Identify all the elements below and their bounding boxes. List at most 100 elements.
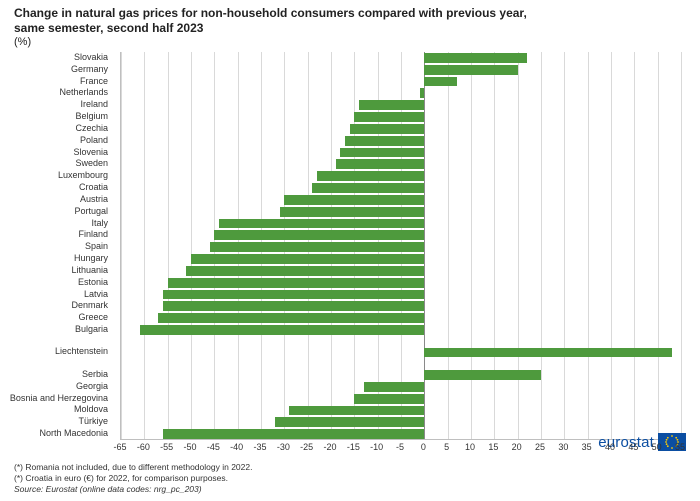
bar — [354, 112, 424, 122]
bar — [317, 171, 424, 181]
bar-row — [121, 277, 680, 289]
bar — [140, 325, 425, 335]
footnote-line: (*) Croatia in euro (€) for 2022, for co… — [14, 473, 252, 484]
y-tick-label: Hungary — [2, 254, 114, 263]
bar-row — [121, 289, 680, 301]
bar — [336, 159, 425, 169]
bar-row — [121, 87, 680, 99]
x-tick-label: -40 — [230, 442, 243, 452]
y-tick-label: Bulgaria — [2, 325, 114, 334]
bar-row — [121, 241, 680, 253]
bar — [191, 254, 424, 264]
y-tick-label: Slovakia — [2, 53, 114, 62]
bar-row — [121, 428, 680, 440]
bar-row — [121, 123, 680, 135]
x-tick-label: 30 — [558, 442, 568, 452]
bar-row — [121, 52, 680, 64]
x-tick-label: -30 — [277, 442, 290, 452]
bar-row — [121, 206, 680, 218]
bar — [424, 53, 527, 63]
x-tick-label: -35 — [253, 442, 266, 452]
y-tick-label: Sweden — [2, 159, 114, 168]
title-line-1: Change in natural gas prices for non-hou… — [14, 6, 527, 20]
y-tick-label: Spain — [2, 242, 114, 251]
bar-row — [121, 369, 680, 381]
plot-area — [120, 52, 680, 440]
bar — [210, 242, 425, 252]
y-tick-label: Belgium — [2, 112, 114, 121]
x-tick-label: 40 — [605, 442, 615, 452]
y-tick-label: Portugal — [2, 207, 114, 216]
bar — [158, 313, 424, 323]
bar-row — [121, 76, 680, 88]
bar — [168, 278, 425, 288]
y-tick-label: North Macedonia — [2, 429, 114, 438]
x-tick-label: 25 — [535, 442, 545, 452]
bar — [350, 124, 425, 134]
y-tick-label: Estonia — [2, 278, 114, 287]
bar-row — [121, 147, 680, 159]
bar-row — [121, 194, 680, 206]
x-tick-label: -65 — [113, 442, 126, 452]
bar-row — [121, 265, 680, 277]
bar — [163, 301, 424, 311]
bar-row — [121, 393, 680, 405]
bar — [420, 88, 425, 98]
bar — [219, 219, 424, 229]
y-tick-label: Slovenia — [2, 148, 114, 157]
x-tick-label: -55 — [160, 442, 173, 452]
y-tick-label: Ireland — [2, 100, 114, 109]
bar — [424, 348, 671, 358]
chart-subtitle: (%) — [14, 36, 31, 48]
bar — [280, 207, 425, 217]
y-tick-label: France — [2, 77, 114, 86]
title-line-2: same semester, second half 2023 — [14, 21, 203, 35]
x-tick-label: -10 — [370, 442, 383, 452]
bar — [289, 406, 424, 416]
x-tick-label: 0 — [421, 442, 426, 452]
bar-row — [121, 170, 680, 182]
y-tick-label: Liechtenstein — [2, 347, 114, 356]
bar — [345, 136, 424, 146]
bar-row — [121, 253, 680, 265]
bar-row — [121, 64, 680, 76]
bar — [275, 417, 424, 427]
bar — [163, 429, 424, 439]
x-tick-label: -50 — [183, 442, 196, 452]
bar — [163, 290, 424, 300]
bar-row — [121, 405, 680, 417]
bar-row — [121, 135, 680, 147]
chart-title: Change in natural gas prices for non-hou… — [14, 6, 527, 36]
bar — [354, 394, 424, 404]
bar — [284, 195, 424, 205]
bar — [364, 382, 425, 392]
bar-row — [121, 229, 680, 241]
gridline — [681, 52, 682, 439]
bar — [340, 148, 424, 158]
x-tick-label: 45 — [628, 442, 638, 452]
bar-row — [121, 158, 680, 170]
bar-row — [121, 99, 680, 111]
bar-row — [121, 416, 680, 428]
y-tick-label: Serbia — [2, 370, 114, 379]
x-tick-label: 50 — [652, 442, 662, 452]
x-tick-label: -5 — [396, 442, 404, 452]
y-tick-label: Denmark — [2, 301, 114, 310]
x-tick-label: 15 — [488, 442, 498, 452]
bar-row — [121, 324, 680, 336]
x-tick-label: -20 — [323, 442, 336, 452]
y-tick-label: Luxembourg — [2, 171, 114, 180]
bar-row — [121, 218, 680, 230]
y-tick-label: Czechia — [2, 124, 114, 133]
y-tick-label: Germany — [2, 65, 114, 74]
y-tick-label: Türkiye — [2, 417, 114, 426]
y-tick-label: Netherlands — [2, 88, 114, 97]
bar-row — [121, 347, 680, 359]
y-tick-label: Lithuania — [2, 266, 114, 275]
bar-row — [121, 111, 680, 123]
bar — [214, 230, 424, 240]
bar — [424, 65, 517, 75]
bar-row — [121, 182, 680, 194]
y-tick-label: Latvia — [2, 290, 114, 299]
x-tick-label: 10 — [465, 442, 475, 452]
